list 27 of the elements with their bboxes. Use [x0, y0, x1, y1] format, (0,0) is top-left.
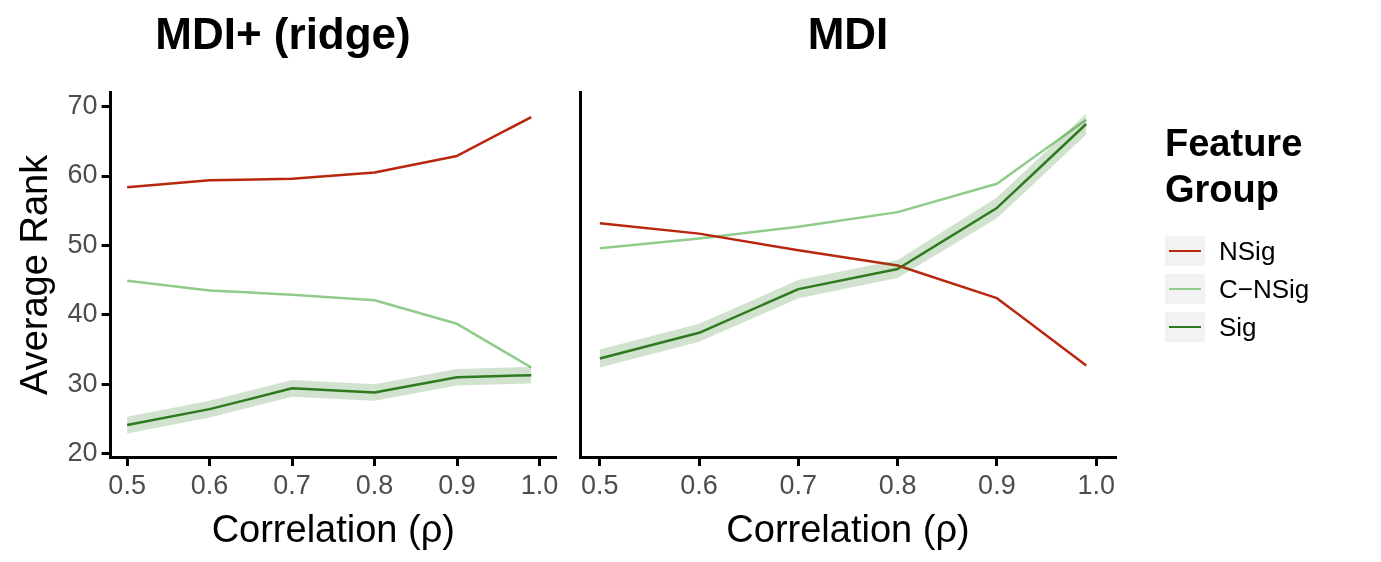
y-tick-label: 40 [67, 298, 98, 329]
y-tick-label: 30 [67, 367, 98, 398]
x-tick-label: 0.8 [878, 469, 917, 500]
x-tick-label: 0.5 [108, 469, 146, 500]
x-tick-label: 1.0 [520, 469, 559, 500]
x-tick-label: 0.7 [273, 469, 311, 500]
x-tick-label: 0.9 [978, 469, 1016, 500]
x-tick-label: 0.5 [581, 469, 619, 500]
y-tick-label: 70 [67, 90, 98, 121]
legend-label: NSig [1219, 235, 1276, 267]
x-axis-title: Correlation (ρ) [211, 507, 455, 550]
x-tick-label: 0.9 [438, 469, 476, 500]
legend-label: C−NSig [1219, 273, 1310, 305]
chart-title: MDI [807, 8, 889, 58]
legend-title: Feature Group [1165, 121, 1304, 212]
x-tick-label: 0.6 [190, 469, 229, 500]
y-tick-label: 20 [67, 436, 98, 467]
x-tick-label: 0.7 [779, 469, 818, 500]
x-axis-title: Correlation (ρ) [726, 507, 970, 550]
x-tick-label: 0.8 [355, 469, 394, 500]
x-tick-label: 1.0 [1077, 469, 1115, 500]
chart-title: MDI+ (ridge) [155, 8, 411, 58]
x-tick-label: 0.6 [680, 469, 718, 500]
y-tick-label: 50 [67, 228, 98, 259]
legend-label: Sig [1219, 311, 1257, 343]
y-axis-title: Average Rank [13, 153, 56, 395]
y-tick-label: 60 [67, 159, 98, 190]
